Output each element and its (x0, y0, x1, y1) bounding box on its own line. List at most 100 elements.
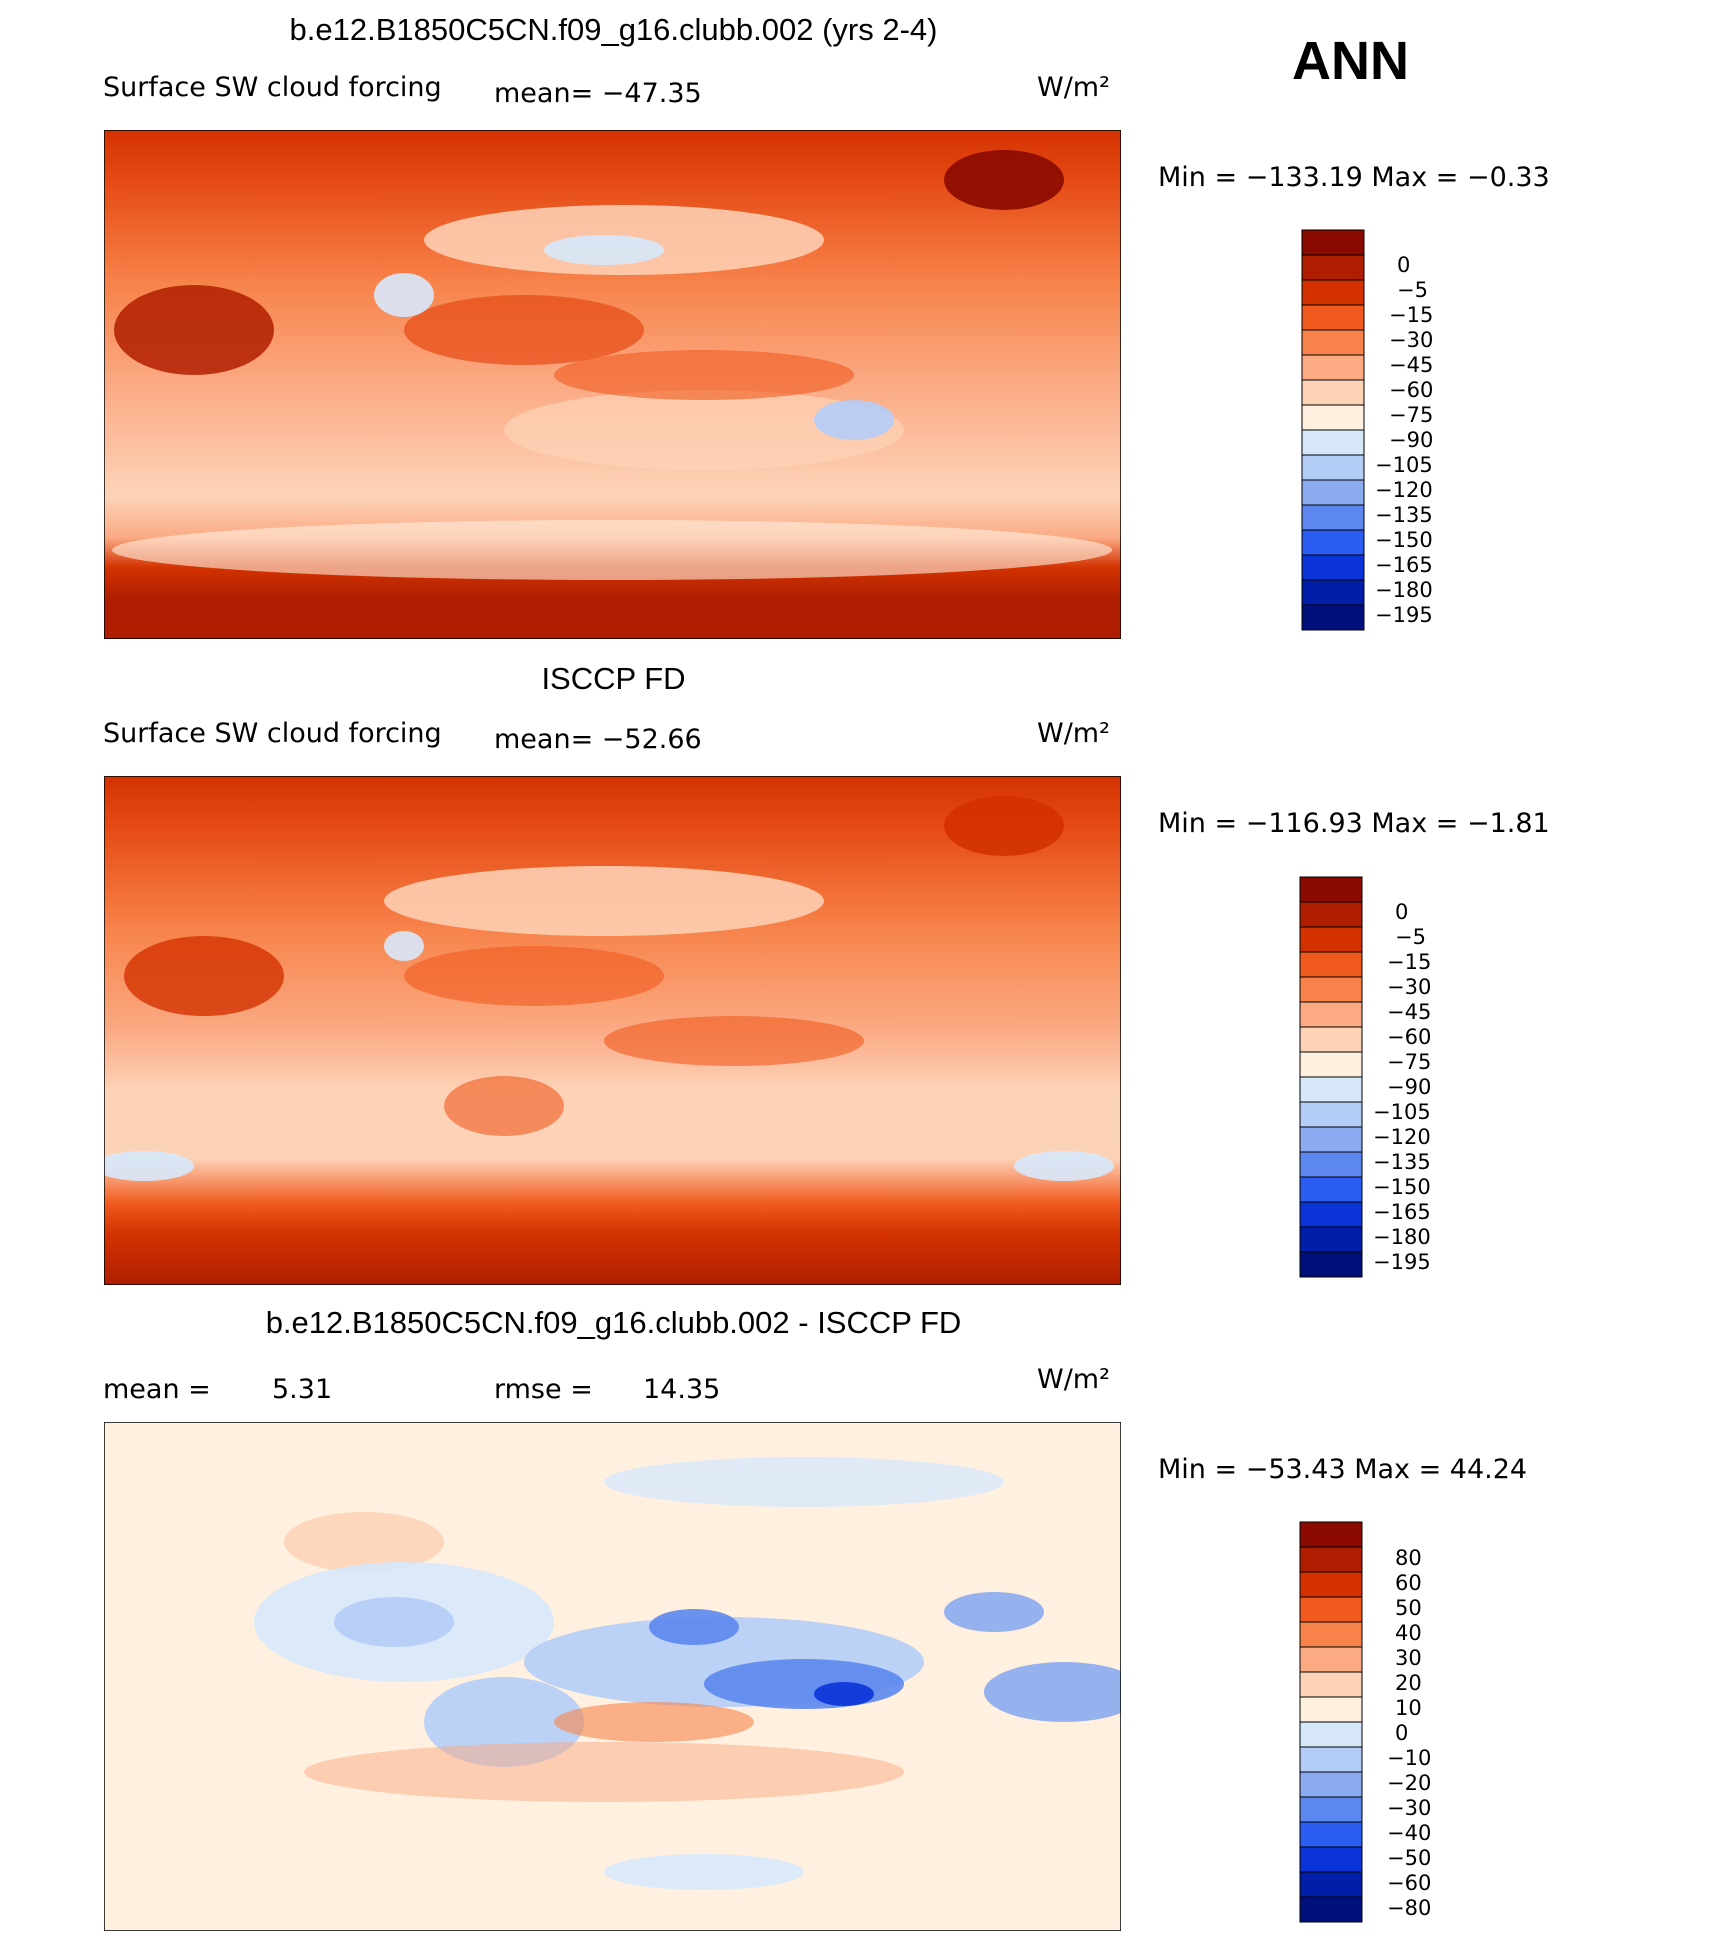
panel3-minmax: Min = −53.43 Max = 44.24 (1158, 1454, 1528, 1485)
panel2-colorbar-labels: 0 −5 −15 −30 −45 −60 −75 −90 −105 −120 −135 −150 −16… (1373, 887, 1493, 1287)
colorbar-level-label: 40 (1395, 1621, 1422, 1645)
colorbar-level-label: −40 (1387, 1821, 1432, 1845)
panel1-title: b.e12.B1850C5CN.f09_g16.clubb.002 (yrs 2… (289, 12, 938, 47)
colorbar-swatch (1299, 1846, 1363, 1873)
colorbar-level-label: 10 (1395, 1696, 1422, 1720)
colorbar-level-label: −5 (1395, 925, 1426, 949)
colorbar-swatch (1301, 354, 1365, 381)
colorbar-level-label: −105 (1375, 453, 1433, 477)
colorbar-swatch (1299, 1546, 1363, 1573)
colorbar-swatch (1299, 1621, 1363, 1648)
colorbar-level-label: −135 (1373, 1150, 1431, 1174)
colorbar-level-label: −105 (1373, 1100, 1431, 1124)
panel1-units: W/m² (1037, 72, 1110, 103)
colorbar-swatch (1299, 1226, 1363, 1253)
colorbar-swatch (1299, 1051, 1363, 1078)
panel3-mean-label: mean = (103, 1374, 211, 1405)
colorbar-level-label: −195 (1373, 1250, 1431, 1274)
colorbar-level-label: −60 (1389, 378, 1434, 402)
colorbar-swatch (1299, 1871, 1363, 1898)
colorbar-level-label: 60 (1395, 1571, 1422, 1595)
colorbar-swatch (1299, 1151, 1363, 1178)
colorbar-swatch (1301, 454, 1365, 481)
colorbar-swatch (1299, 1571, 1363, 1598)
panel2-minmax: Min = −116.93 Max = −1.81 (1158, 808, 1550, 839)
colorbar-level-label: −45 (1387, 1000, 1432, 1024)
colorbar-level-label: −30 (1389, 328, 1434, 352)
colorbar-level-label: −10 (1387, 1746, 1432, 1770)
colorbar-swatch (1299, 1076, 1363, 1103)
colorbar-level-label: 20 (1395, 1671, 1422, 1695)
panel1-minmax: Min = −133.19 Max = −0.33 (1158, 162, 1550, 193)
colorbar-level-label: −60 (1387, 1871, 1432, 1895)
colorbar-level-label: −50 (1387, 1846, 1432, 1870)
panel2-colorbar (1299, 876, 1363, 1278)
colorbar-swatch (1299, 1721, 1363, 1748)
colorbar-level-label: 80 (1395, 1546, 1422, 1570)
colorbar-swatch (1301, 504, 1365, 531)
colorbar-level-label: −45 (1389, 353, 1434, 377)
colorbar-swatch (1299, 1201, 1363, 1228)
colorbar-level-label: −5 (1397, 278, 1428, 302)
colorbar-swatch (1299, 901, 1363, 928)
colorbar-swatch (1299, 976, 1363, 1003)
colorbar-swatch (1301, 304, 1365, 331)
colorbar-swatch (1301, 529, 1365, 556)
panel1-mean: mean= −47.35 (494, 78, 702, 109)
panel1-colorbar (1301, 229, 1365, 631)
panel3-rmse-label: rmse = (494, 1374, 593, 1405)
colorbar-level-label: −80 (1387, 1896, 1432, 1920)
colorbar-level-label: −60 (1387, 1025, 1432, 1049)
colorbar-level-label: −90 (1389, 428, 1434, 452)
colorbar-level-label: −150 (1373, 1175, 1431, 1199)
colorbar-level-label: 0 (1395, 900, 1409, 924)
colorbar-swatch (1299, 1696, 1363, 1723)
colorbar-swatch (1301, 404, 1365, 431)
panel3-map (104, 1422, 1121, 1931)
colorbar-level-label: 30 (1395, 1646, 1422, 1670)
panel2-title: ISCCP FD (541, 661, 686, 696)
colorbar-swatch (1301, 579, 1365, 606)
panel3-rmse-value: 14.35 (643, 1374, 721, 1405)
colorbar-level-label: −90 (1387, 1075, 1432, 1099)
colorbar-swatch (1299, 1596, 1363, 1623)
colorbar-level-label: −75 (1389, 403, 1434, 427)
season-label: ANN (1292, 31, 1409, 91)
panel1-map (104, 130, 1121, 639)
colorbar-level-label: −15 (1389, 303, 1434, 327)
colorbar-level-label: 50 (1395, 1596, 1422, 1620)
colorbar-swatch (1299, 1821, 1363, 1848)
panel3-colorbar-labels: 80 60 50 40 30 20 10 0 −10 −20 −30 −40 −50 −60 −80 (1373, 1533, 1493, 1933)
colorbar-swatch (1301, 379, 1365, 406)
colorbar-level-label: −165 (1375, 553, 1433, 577)
panel2-map (104, 776, 1121, 1285)
colorbar-swatch (1299, 1796, 1363, 1823)
colorbar-swatch (1299, 1001, 1363, 1028)
colorbar-level-label: −120 (1373, 1125, 1431, 1149)
panel3-title: b.e12.B1850C5CN.f09_g16.clubb.002 - ISCC… (265, 1305, 962, 1340)
panel2-mean: mean= −52.66 (494, 724, 702, 755)
colorbar-level-label: −30 (1387, 975, 1432, 999)
colorbar-level-label: 0 (1397, 253, 1411, 277)
colorbar-swatch (1299, 1176, 1363, 1203)
colorbar-level-label: −180 (1375, 578, 1433, 602)
colorbar-swatch (1299, 1771, 1363, 1798)
colorbar-swatch (1299, 1746, 1363, 1773)
panel3-mean-value: 5.31 (272, 1374, 333, 1405)
colorbar-level-label: −135 (1375, 503, 1433, 527)
colorbar-level-label: −20 (1387, 1771, 1432, 1795)
colorbar-level-label: −75 (1387, 1050, 1432, 1074)
panel1-variable: Surface SW cloud forcing (103, 72, 442, 103)
colorbar-level-label: −180 (1373, 1225, 1431, 1249)
colorbar-level-label: −15 (1387, 950, 1432, 974)
colorbar-swatch (1301, 554, 1365, 581)
colorbar-level-label: −30 (1387, 1796, 1432, 1820)
colorbar-swatch (1299, 1521, 1363, 1548)
colorbar-swatch (1301, 329, 1365, 356)
colorbar-swatch (1301, 229, 1365, 256)
colorbar-swatch (1299, 1126, 1363, 1153)
colorbar-swatch (1301, 279, 1365, 306)
panel2-units: W/m² (1037, 718, 1110, 749)
colorbar-swatch (1299, 1101, 1363, 1128)
colorbar-swatch (1301, 254, 1365, 281)
